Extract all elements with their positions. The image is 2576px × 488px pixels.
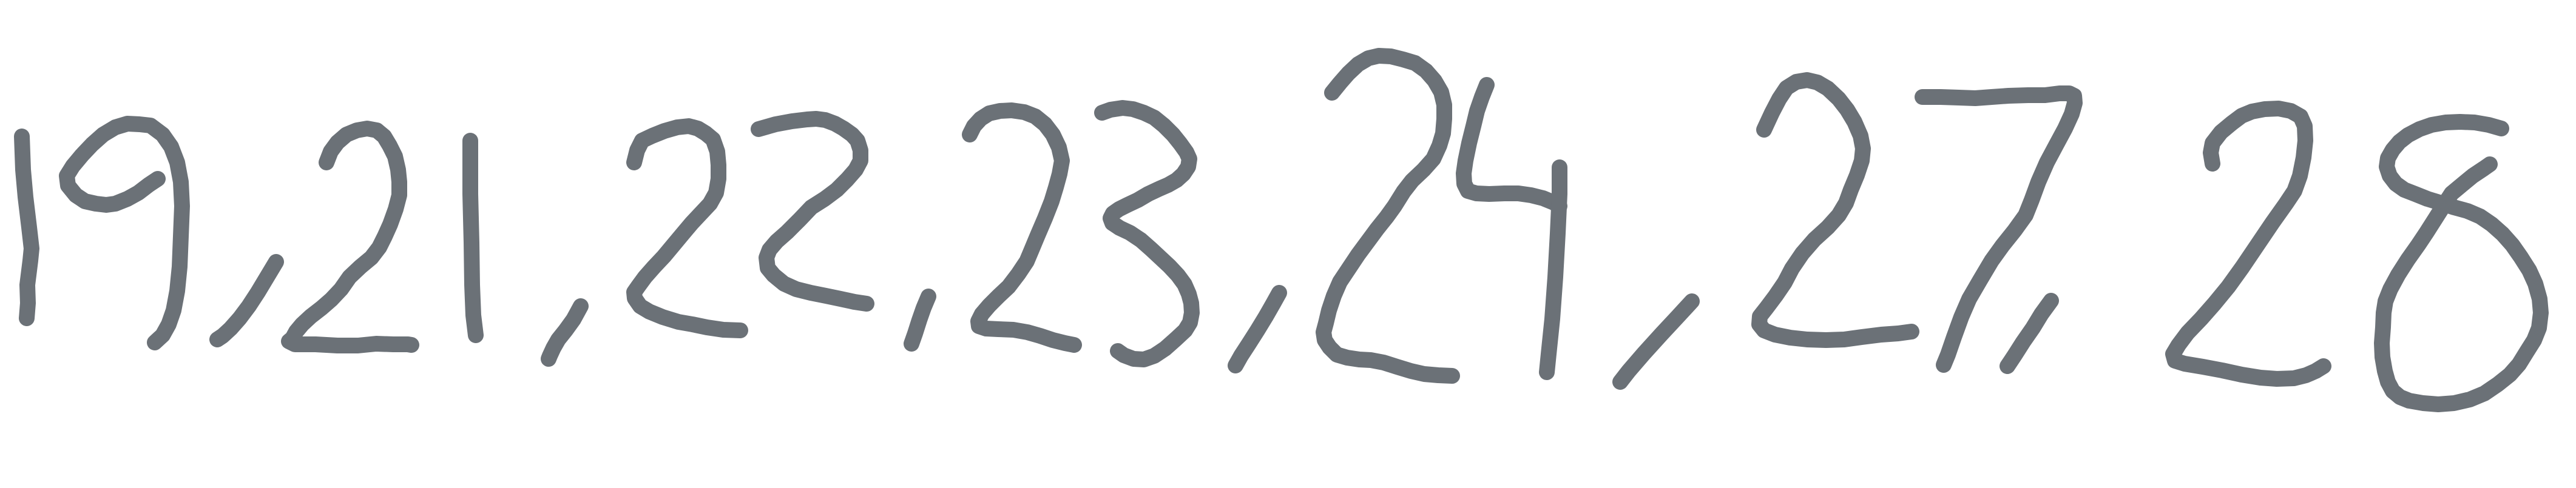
digit-2e <box>1316 48 1460 384</box>
digit-4-stem <box>1539 159 1567 380</box>
digit-9 <box>59 116 190 350</box>
comma-5 <box>1612 293 1700 390</box>
digit-2d <box>962 102 1082 353</box>
digit-2b <box>626 118 748 338</box>
digit-7 <box>1915 85 2083 373</box>
digit-2f <box>1751 72 1919 348</box>
digit-2g <box>2165 101 2331 387</box>
comma-2 <box>541 298 589 367</box>
digit-1b <box>462 133 484 343</box>
comma-6 <box>2000 293 2059 374</box>
digit-3 <box>1094 100 1200 367</box>
digit-1 <box>14 129 39 326</box>
comma-4 <box>1228 285 1287 373</box>
digit-2c <box>751 111 874 312</box>
digit-2a <box>281 121 419 353</box>
digit-4-upper <box>1456 77 1567 214</box>
comma-1 <box>209 254 284 347</box>
comma-3 <box>904 289 936 352</box>
digit-8 <box>2374 114 2549 412</box>
